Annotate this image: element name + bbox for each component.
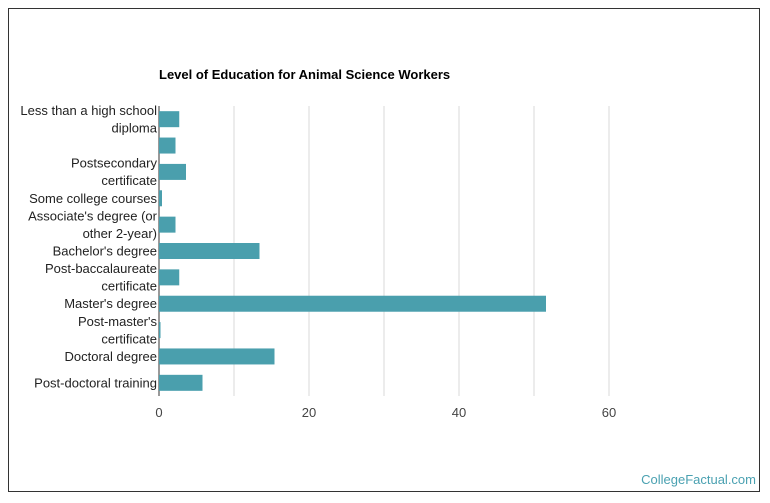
bars: [159, 111, 546, 391]
bar[interactable]: [159, 163, 186, 180]
bar[interactable]: [159, 137, 176, 154]
x-tick-label: 60: [602, 405, 616, 420]
x-tick-label: 40: [452, 405, 466, 420]
bar[interactable]: [159, 322, 161, 339]
source-credit[interactable]: CollegeFactual.com: [641, 472, 756, 487]
x-tick-label: 20: [302, 405, 316, 420]
category-label: Master's degree: [64, 296, 157, 311]
bar[interactable]: [159, 190, 162, 207]
category-label: Post-baccalaureate certificate: [45, 261, 157, 294]
category-label: Bachelor's degree: [53, 244, 157, 259]
x-tick-label: 0: [155, 405, 162, 420]
bar[interactable]: [159, 348, 275, 365]
bar[interactable]: [159, 374, 203, 391]
x-axis-ticks: 0 20 40 60: [155, 405, 616, 420]
category-label: Less than a high school diploma: [20, 103, 157, 136]
bar[interactable]: [159, 111, 180, 128]
category-label: Doctoral degree: [65, 349, 158, 364]
bar[interactable]: [159, 216, 176, 233]
category-labels: Less than a high school diploma Postsecond…: [20, 103, 157, 390]
bar[interactable]: [159, 269, 180, 286]
category-label: Associate's degree (or other 2-year): [28, 208, 158, 241]
chart-title: Level of Education for Animal Science Wo…: [159, 67, 451, 82]
category-label: Post-master's certificate: [78, 314, 158, 347]
category-label: Postsecondary certificate: [71, 156, 157, 189]
category-label: Post-doctoral training: [34, 375, 157, 390]
gridlines: [158, 106, 610, 396]
bar[interactable]: [159, 243, 260, 259]
category-label: Some college courses: [29, 191, 157, 206]
bar[interactable]: [159, 295, 546, 312]
